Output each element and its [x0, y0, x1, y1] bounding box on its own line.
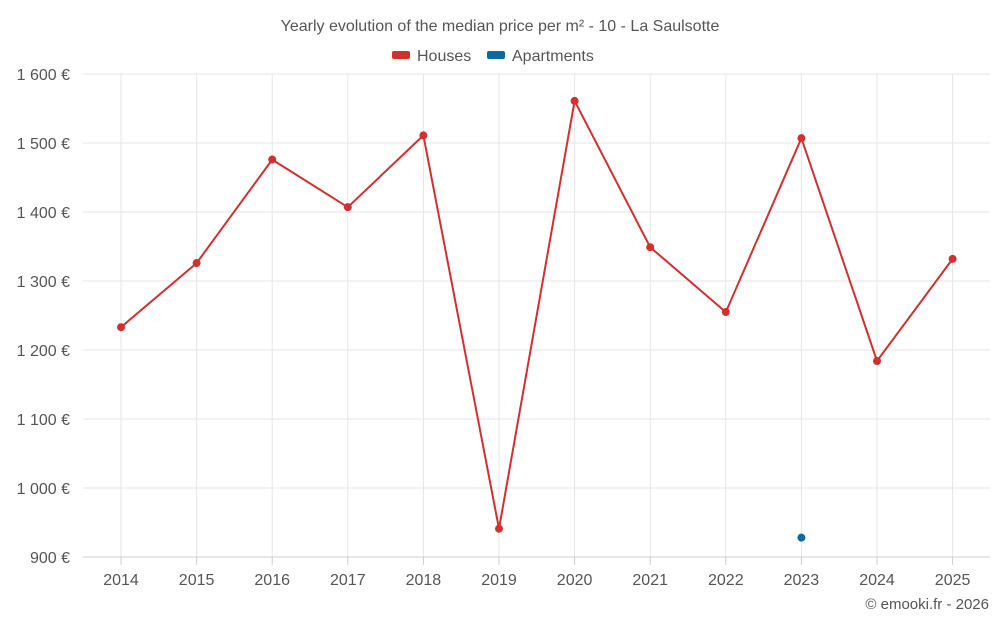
- credit-text: © emooki.fr - 2026: [865, 596, 989, 613]
- y-tick-label: 1 200 €: [17, 343, 70, 360]
- x-tick-label: 2019: [481, 572, 517, 589]
- legend-item-houses[interactable]: Houses: [392, 48, 471, 65]
- data-point-houses-2018[interactable]: [419, 131, 428, 140]
- x-tick-label: 2025: [935, 572, 971, 589]
- data-point-houses-2024[interactable]: [873, 357, 881, 366]
- x-tick-label: 2021: [632, 572, 668, 589]
- data-point-houses-2022[interactable]: [721, 308, 730, 317]
- x-tick-label: 2020: [557, 572, 593, 589]
- legend-swatch-apartments: [487, 51, 505, 59]
- data-point-houses-2017[interactable]: [343, 203, 352, 212]
- x-tick-label: 2018: [406, 572, 442, 589]
- y-tick-label: 1 500 €: [17, 136, 70, 153]
- data-point-houses-2015[interactable]: [192, 259, 201, 268]
- y-tick-label: 900 €: [30, 550, 70, 567]
- series: [117, 96, 957, 542]
- x-tick-label: 2016: [254, 572, 290, 589]
- y-tick-label: 1 600 €: [17, 67, 70, 84]
- x-tick-label: 2023: [784, 572, 820, 589]
- x-tick-label: 2017: [330, 572, 366, 589]
- y-tick-label: 1 000 €: [17, 481, 70, 498]
- legend: Houses Apartments: [392, 48, 594, 65]
- legend-label-apartments: Apartments: [512, 48, 594, 65]
- data-point-houses-2023[interactable]: [797, 134, 806, 143]
- legend-swatch-houses: [392, 51, 410, 59]
- data-point-apartments-2023[interactable]: [797, 533, 806, 542]
- data-point-houses-2025[interactable]: [948, 254, 957, 263]
- x-axis-ticks: 2014 2015 2016 2017 2018 2019 2020 2021 2022 2023…: [103, 572, 970, 589]
- legend-label-houses: Houses: [417, 48, 471, 65]
- x-tick-label: 2022: [708, 572, 744, 589]
- y-tick-label: 1 100 €: [17, 412, 70, 429]
- series-line-houses: [120, 99, 954, 530]
- data-point-houses-2020[interactable]: [570, 96, 579, 105]
- y-tick-label: 1 400 €: [17, 205, 70, 222]
- data-point-houses-2014[interactable]: [117, 323, 125, 332]
- series-houses: [117, 96, 957, 533]
- data-point-houses-2016[interactable]: [268, 155, 277, 164]
- data-point-houses-2019[interactable]: [495, 524, 503, 533]
- x-tick-label: 2015: [179, 572, 215, 589]
- chart-title: Yearly evolution of the median price per…: [281, 18, 720, 35]
- series-apartments: [797, 533, 806, 542]
- y-tick-label: 1 300 €: [17, 274, 70, 291]
- y-axis-ticks: 900 € 1 000 € 1 100 € 1 200 € 1 300 € 1 400 €…: [17, 67, 70, 567]
- legend-item-apartments[interactable]: Apartments: [487, 48, 594, 65]
- x-tick-label: 2024: [859, 572, 895, 589]
- data-point-houses-2021[interactable]: [646, 243, 655, 252]
- x-tick-label: 2014: [103, 572, 139, 589]
